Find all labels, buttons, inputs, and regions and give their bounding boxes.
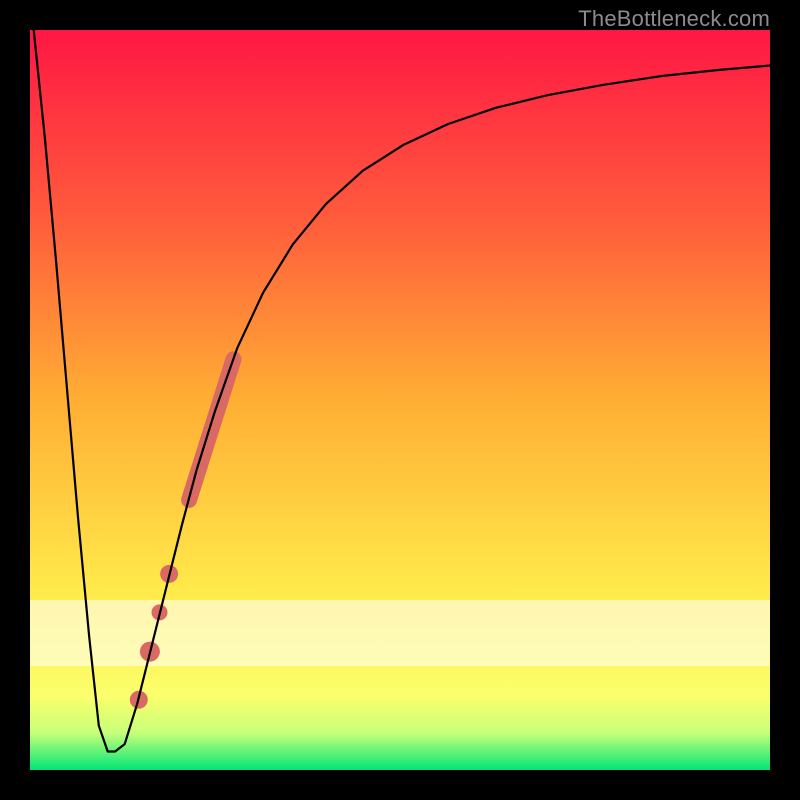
chart-svg <box>30 30 770 770</box>
chart-frame: TheBottleneck.com <box>0 0 800 800</box>
marker-group <box>130 359 234 708</box>
bottleneck-curve <box>34 30 770 752</box>
plot-area <box>30 30 770 770</box>
watermark-text: TheBottleneck.com <box>578 6 770 32</box>
